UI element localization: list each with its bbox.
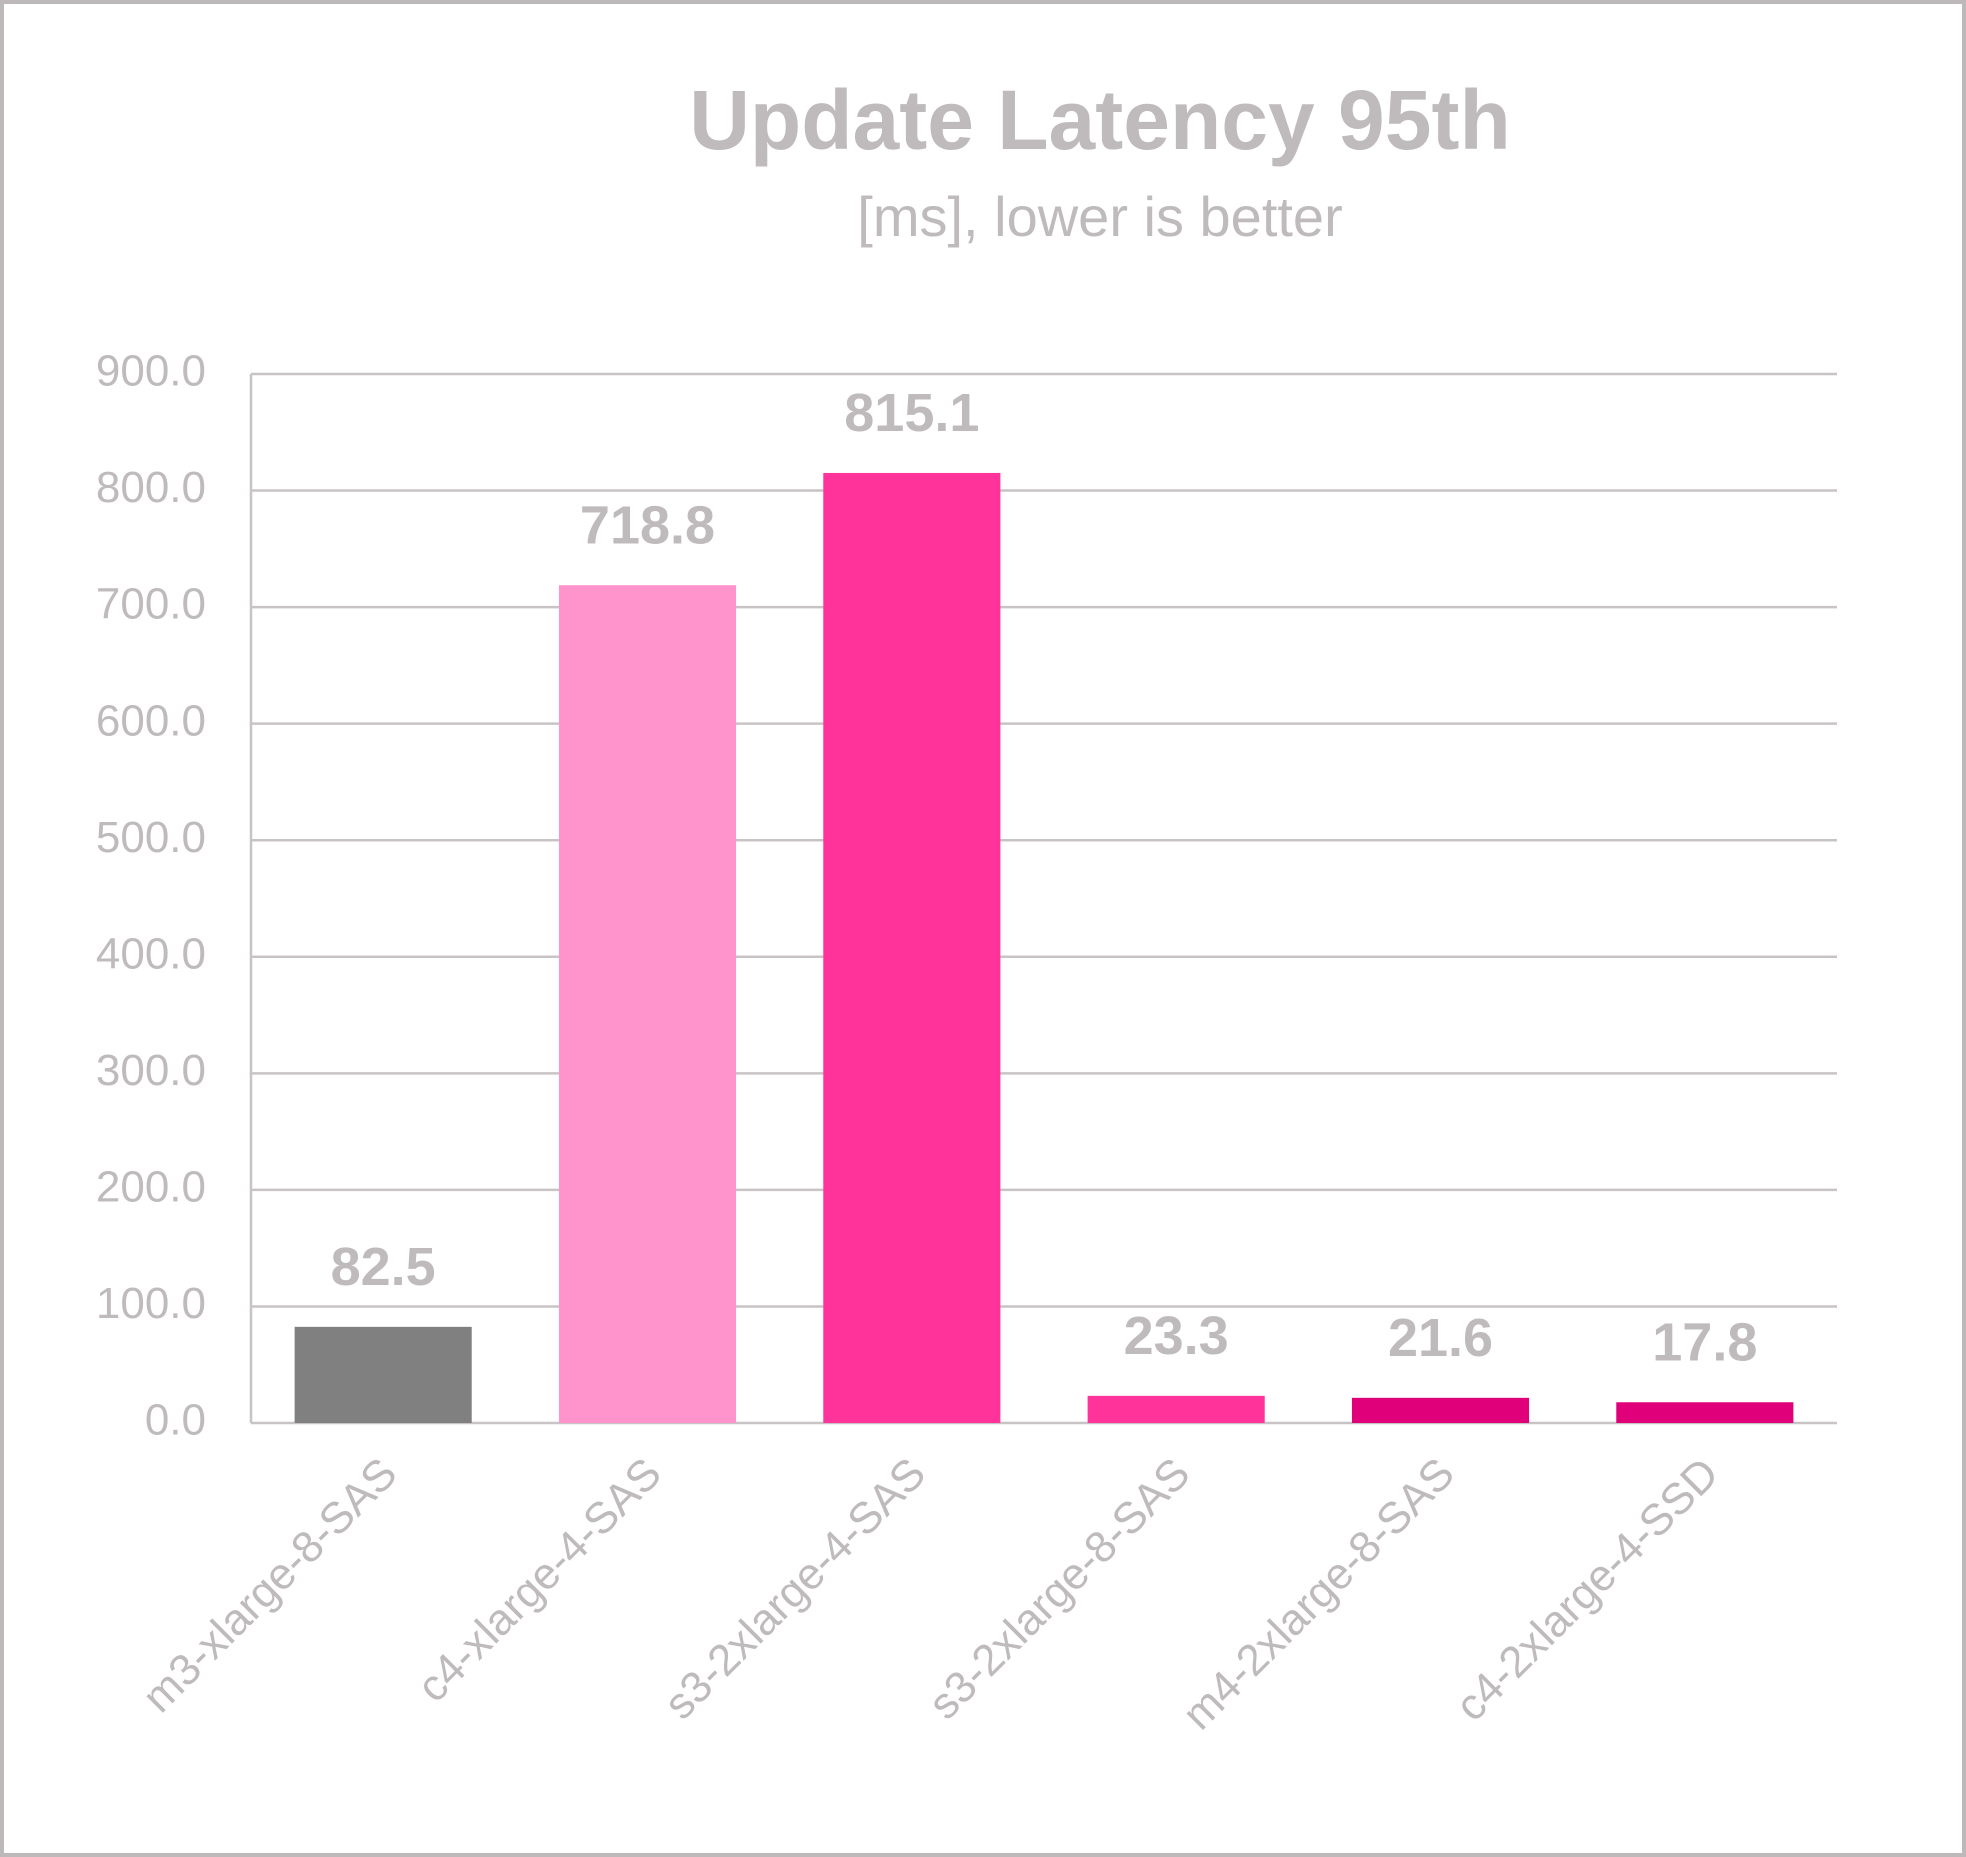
y-tick-label: 300.0 xyxy=(96,1046,206,1095)
value-label: 21.6 xyxy=(1388,1308,1493,1368)
bar xyxy=(1351,1397,1530,1423)
bar xyxy=(558,585,737,1423)
bar xyxy=(1087,1395,1265,1423)
bar xyxy=(1616,1402,1794,1423)
value-label: 82.5 xyxy=(331,1237,436,1297)
y-tick-label: 900.0 xyxy=(96,347,206,396)
value-label: 718.8 xyxy=(580,495,715,555)
bar xyxy=(294,1326,472,1423)
y-tick-label: 600.0 xyxy=(96,696,206,745)
y-tick-label: 800.0 xyxy=(96,463,206,512)
chart-subtitle: [ms], lower is better xyxy=(857,185,1342,248)
y-tick-label: 500.0 xyxy=(96,813,206,862)
value-label: 23.3 xyxy=(1124,1306,1229,1366)
y-tick-label: 0.0 xyxy=(145,1396,206,1445)
y-tick-label: 200.0 xyxy=(96,1163,206,1212)
y-tick-label: 700.0 xyxy=(96,580,206,629)
y-tick-label: 100.0 xyxy=(96,1279,206,1328)
y-tick-label: 400.0 xyxy=(96,929,206,978)
bar xyxy=(823,472,1001,1423)
value-label: 815.1 xyxy=(844,383,979,443)
value-label: 17.8 xyxy=(1652,1313,1757,1373)
chart-title: Update Latency 95th xyxy=(689,73,1511,167)
